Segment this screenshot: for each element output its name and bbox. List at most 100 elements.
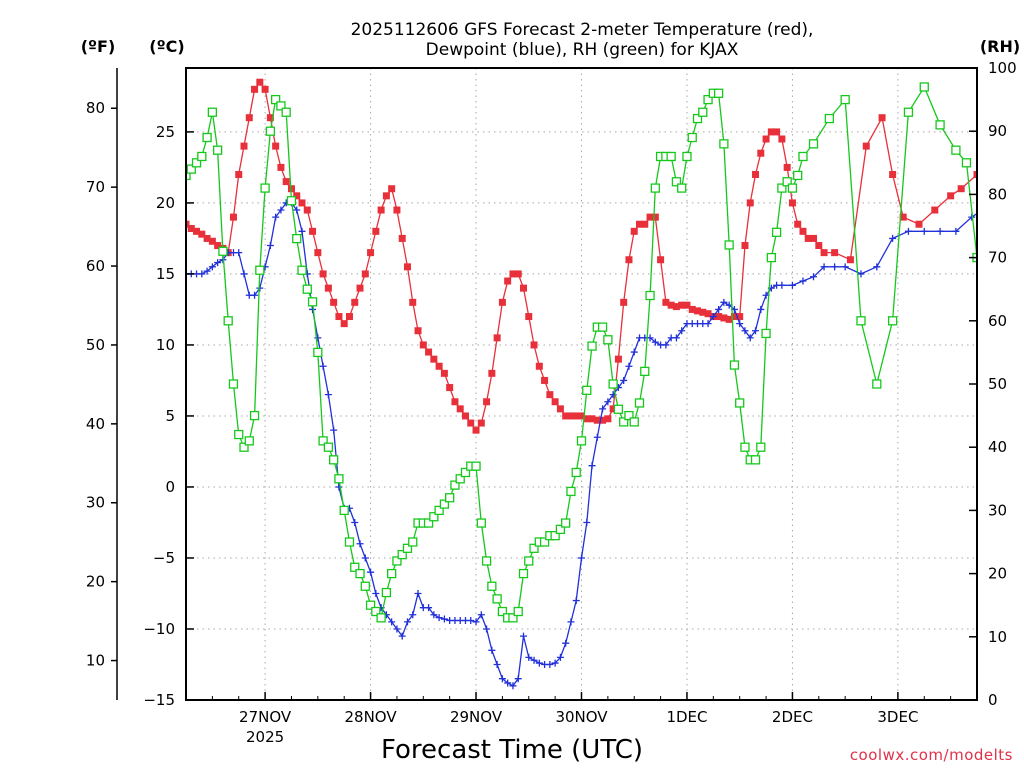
temperature-point (630, 227, 638, 235)
temperature-point (762, 135, 770, 143)
dewpoint-point (535, 659, 543, 667)
temperature-point (973, 171, 977, 179)
temperature-point (324, 284, 332, 292)
dewpoint-point (625, 362, 633, 370)
dewpoint-point (736, 320, 744, 328)
dewpoint-point (841, 263, 849, 271)
fahrenheit-tick-label: 80 (86, 99, 105, 117)
series-rh (186, 82, 977, 623)
temperature-point (736, 313, 744, 321)
rh-point (582, 385, 592, 395)
rh-point (270, 94, 281, 105)
dewpoint-point (214, 259, 222, 267)
temperature-point (208, 237, 216, 245)
fahrenheit-tick-label: 70 (86, 178, 105, 196)
rh-point (355, 568, 365, 579)
temperature-point (752, 171, 760, 179)
temperature-point (546, 391, 554, 399)
temperature-point (251, 85, 259, 93)
celsius-tick-label: −10 (143, 620, 175, 638)
rh-point (260, 183, 270, 193)
temperature-point (340, 320, 348, 328)
temperature-point (757, 149, 765, 157)
temperature-point (240, 142, 248, 150)
x-tick-label: 3DEC (877, 708, 918, 726)
temperature-point (477, 419, 485, 427)
dewpoint-point (889, 234, 897, 242)
temperature-point (319, 270, 327, 278)
temperature-point (446, 384, 454, 392)
dewpoint-point (820, 263, 828, 271)
rh-point (234, 429, 244, 440)
rh-point (603, 335, 613, 345)
fahrenheit-unit-label: (ºF) (81, 37, 116, 56)
rh-point (539, 537, 550, 547)
temperature-point (361, 270, 369, 278)
temperature-point (214, 242, 222, 250)
rh-point (476, 518, 486, 528)
rh-point (387, 568, 397, 579)
temperature-point (187, 224, 195, 232)
temperature-point (788, 199, 796, 207)
rh-tick-label: 40 (988, 438, 1007, 456)
rh-point (597, 322, 608, 332)
temperature-point (551, 398, 559, 406)
rh-point (344, 537, 355, 547)
temperature-point (678, 301, 686, 309)
temperature-point (298, 199, 306, 207)
rh-point (397, 549, 407, 560)
rh-point (381, 587, 392, 598)
temperature-point (572, 412, 580, 420)
x-tick-label: 30NOV (555, 708, 608, 726)
rh-point (840, 94, 850, 105)
rh-tick-label: 80 (988, 185, 1007, 203)
temperature-point (498, 298, 506, 306)
temperature-point (367, 249, 375, 257)
temperature-point (614, 355, 622, 363)
temperature-point (382, 192, 390, 200)
rh-point (824, 113, 834, 124)
rh-point (961, 158, 972, 168)
temperature-point (820, 249, 828, 257)
dewpoint-point (372, 589, 380, 597)
rh-tick-label: 100 (988, 59, 1017, 77)
rh-point (212, 145, 223, 155)
rh-point (872, 379, 882, 389)
rh-point (640, 366, 650, 377)
x-tick-label: 27NOV (239, 708, 292, 726)
temperature-point (277, 163, 285, 171)
chart-title-line-2: Dewpoint (blue), RH (green) for KJAX (426, 40, 739, 60)
temperature-point (609, 405, 617, 413)
rh-point (376, 613, 386, 623)
temperature-point (746, 199, 754, 207)
dewpoint-point (588, 462, 596, 470)
temperature-point (519, 284, 527, 292)
rh-point (429, 512, 439, 522)
dewpoint-point (904, 227, 912, 235)
dewpoint-point (240, 270, 248, 278)
dewpoint-point (477, 611, 485, 619)
dewpoint-point (678, 327, 686, 335)
dewpoint-point (873, 263, 881, 271)
celsius-tick-label: 20 (156, 194, 175, 212)
temperature-point (535, 362, 543, 370)
rh-tick-label: 20 (988, 565, 1007, 583)
rh-point (713, 88, 724, 98)
dewpoint-point (757, 305, 765, 313)
temperature-point (425, 348, 433, 356)
temperature-point (504, 277, 512, 285)
dewpoint-point (356, 540, 364, 548)
temperature-point (541, 376, 549, 384)
celsius-tick-label: 0 (165, 478, 175, 496)
dewpoint-point (831, 263, 839, 271)
dewpoint-point (583, 518, 591, 526)
dewpoint-point (556, 653, 564, 661)
rh-point (487, 581, 497, 591)
temperature-point (351, 298, 359, 306)
temperature-point (688, 305, 696, 313)
dewpoint-point (752, 327, 760, 335)
rh-point (286, 196, 297, 206)
rh-point (677, 183, 687, 193)
